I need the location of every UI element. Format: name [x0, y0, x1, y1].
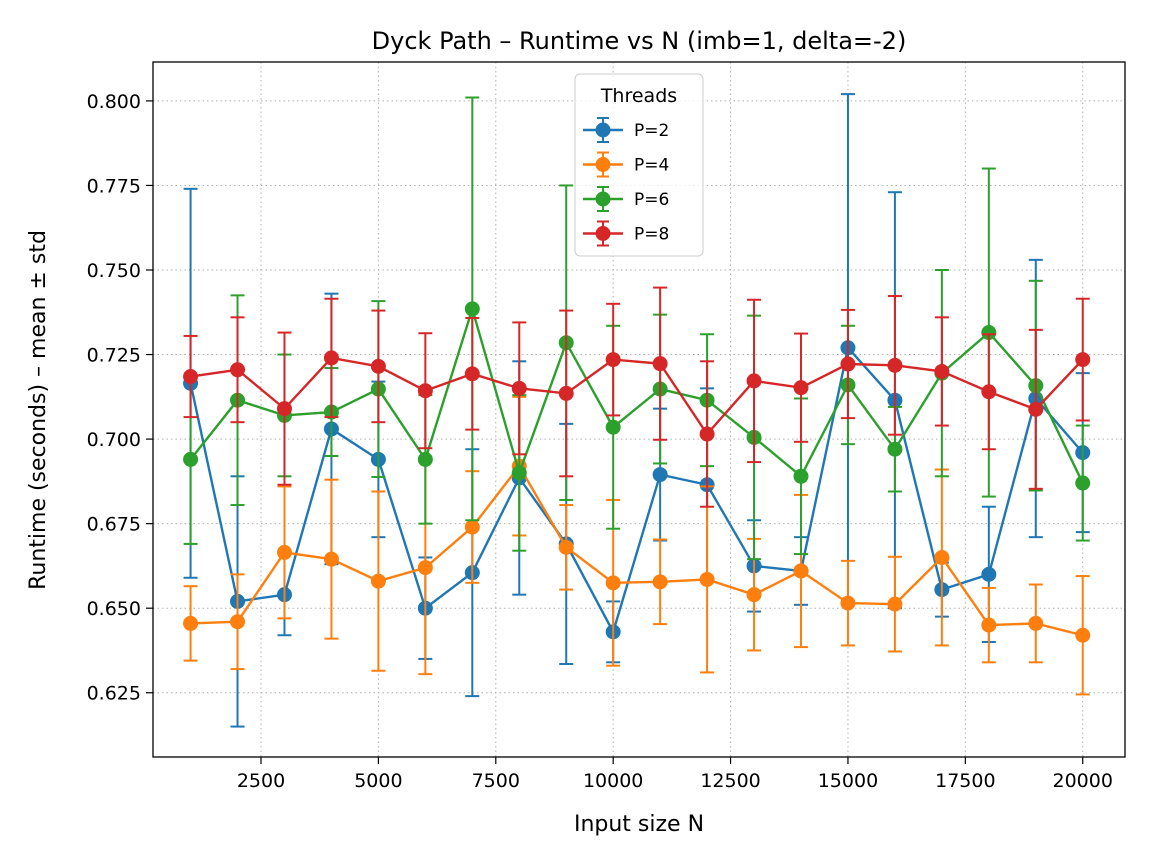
data-point	[1028, 615, 1044, 631]
series-p4	[183, 395, 1091, 696]
x-axis-title: Input size N	[574, 812, 704, 837]
data-point	[699, 571, 715, 587]
data-point	[934, 363, 950, 379]
y-tick-label: 0.625	[87, 683, 141, 705]
data-point	[230, 614, 246, 630]
data-point	[793, 468, 809, 484]
x-tick-label: 17500	[935, 770, 995, 792]
x-tick-label: 5000	[354, 770, 402, 792]
data-point	[1075, 475, 1091, 491]
data-point	[605, 352, 621, 368]
legend-title: Threads	[600, 85, 677, 107]
series-line	[190, 463, 1084, 637]
data-point	[887, 357, 903, 373]
y-tick-label: 0.650	[87, 598, 141, 620]
data-point	[934, 549, 950, 565]
data-point	[370, 573, 386, 589]
legend-item: P=8	[583, 220, 669, 247]
x-tick-label: 20000	[1053, 770, 1113, 792]
data-point	[699, 426, 715, 442]
y-tick-label: 0.675	[87, 514, 141, 536]
data-point	[417, 560, 433, 576]
legend-label: P=4	[634, 156, 669, 176]
data-point	[981, 566, 997, 582]
data-point	[652, 574, 668, 590]
data-point	[370, 358, 386, 374]
x-tick-label: 7500	[472, 770, 520, 792]
data-point	[1075, 352, 1091, 368]
data-point	[511, 465, 527, 481]
series-line	[189, 304, 1084, 484]
plot-frame	[152, 61, 1126, 758]
series-line	[189, 345, 1084, 636]
data-point	[323, 551, 339, 567]
x-tick-label: 10000	[583, 770, 643, 792]
legend-marker	[595, 157, 611, 172]
y-tick-label: 0.800	[87, 91, 141, 113]
data-point	[183, 369, 199, 385]
data-point	[652, 356, 668, 372]
data-point	[840, 356, 856, 372]
data-point	[981, 325, 997, 341]
data-point	[230, 362, 246, 378]
data-point	[276, 544, 292, 560]
data-point	[276, 401, 292, 417]
data-point	[558, 385, 574, 401]
legend-marker	[595, 191, 611, 207]
y-tick-label: 0.775	[87, 175, 141, 197]
data-point	[464, 366, 480, 382]
data-point	[981, 384, 997, 400]
series-layer	[183, 93, 1091, 728]
data-point	[1028, 401, 1044, 417]
legend-marker	[595, 122, 611, 138]
data-point	[793, 563, 809, 579]
data-point	[840, 595, 856, 611]
legend-label: P=2	[634, 121, 669, 141]
y-tick-label: 0.725	[87, 345, 141, 367]
chart-title: Dyck Path – Runtime vs N (imb=1, delta=-…	[372, 27, 907, 55]
data-point	[605, 575, 621, 591]
legend-marker	[595, 226, 611, 241]
legend: Threads P=2 P=4 P=6 P=8	[574, 73, 704, 257]
data-point	[464, 301, 480, 317]
data-point	[323, 350, 339, 366]
legend-label: P=6	[634, 190, 669, 210]
legend-label: P=8	[634, 225, 669, 245]
data-point	[887, 441, 903, 457]
data-point	[605, 419, 621, 435]
y-axis-title: Runtime (seconds) – mean ± std	[26, 230, 51, 590]
data-point	[183, 615, 199, 631]
y-tick-label: 0.750	[87, 260, 141, 282]
series-p8	[183, 286, 1091, 508]
x-tick-label: 2500	[237, 770, 285, 792]
series-line	[190, 356, 1084, 436]
data-point	[511, 380, 527, 396]
data-point	[746, 373, 762, 389]
data-point	[652, 467, 668, 483]
data-point	[793, 380, 809, 396]
axis-ticks: 2500 5000 7500 10000 12500 15000 17500 20000 0.6…	[87, 91, 1113, 792]
data-point	[464, 519, 480, 535]
data-point	[1075, 627, 1091, 643]
x-tick-label: 15000	[818, 770, 878, 792]
data-point	[417, 383, 433, 399]
data-point	[746, 587, 762, 603]
data-point	[558, 539, 574, 555]
data-point	[183, 451, 199, 467]
data-point	[887, 596, 903, 612]
legend-items: P=2 P=4 P=6 P=8	[583, 117, 669, 247]
legend-item: P=6	[583, 186, 669, 212]
legend-item: P=4	[583, 151, 669, 178]
data-point	[417, 451, 433, 467]
x-tick-label: 12500	[700, 770, 760, 792]
legend-item: P=2	[583, 117, 669, 143]
data-point	[981, 617, 997, 633]
y-tick-label: 0.700	[87, 429, 141, 451]
